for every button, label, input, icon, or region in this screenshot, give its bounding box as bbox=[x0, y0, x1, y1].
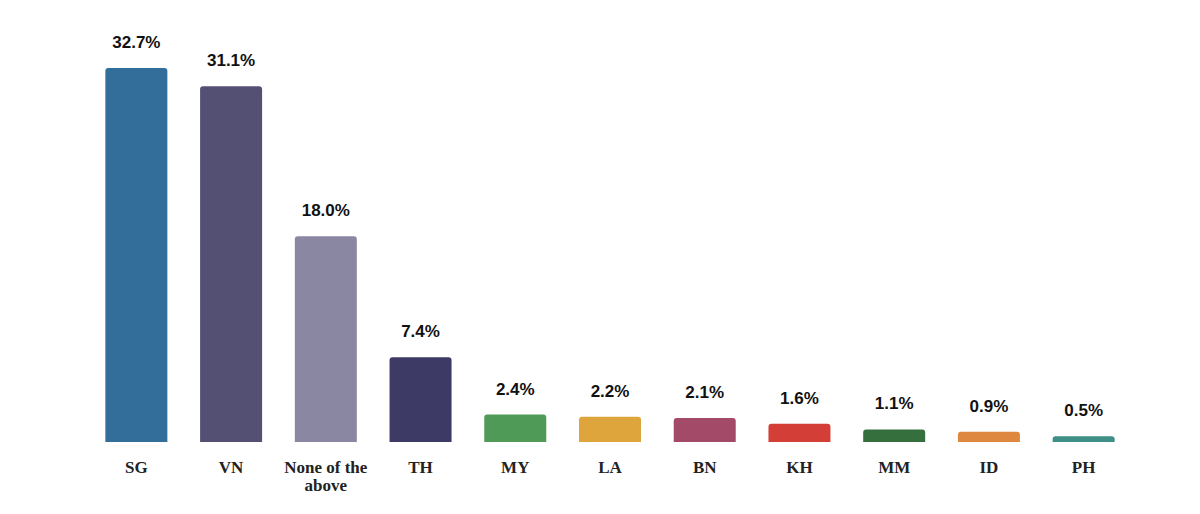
data-label: 7.4% bbox=[401, 322, 440, 341]
bar bbox=[958, 432, 1020, 442]
category-label: PH bbox=[1072, 458, 1096, 477]
data-label: 2.4% bbox=[496, 380, 535, 399]
labels: 32.7% SG 31.1% VN 18.0% None of theabove 7.4% T… bbox=[112, 33, 1103, 495]
category-label: ID bbox=[979, 458, 998, 477]
bar bbox=[1053, 436, 1115, 442]
category-label: MM bbox=[878, 458, 910, 477]
category-label: VN bbox=[219, 458, 244, 477]
data-label: 32.7% bbox=[112, 33, 160, 52]
category-label: MY bbox=[501, 458, 529, 477]
data-label: 31.1% bbox=[207, 51, 255, 70]
category-label: TH bbox=[408, 458, 433, 477]
data-label: 0.9% bbox=[970, 397, 1009, 416]
bar bbox=[105, 68, 167, 442]
data-label: 0.5% bbox=[1064, 401, 1103, 420]
bar bbox=[200, 86, 262, 442]
data-label: 2.2% bbox=[591, 382, 630, 401]
category-label: KH bbox=[786, 458, 812, 477]
chart: 32.7% SG 31.1% VN 18.0% None of theabove 7.4% T… bbox=[0, 0, 1200, 514]
bar bbox=[390, 357, 452, 442]
data-label: 18.0% bbox=[302, 201, 350, 220]
bars bbox=[105, 68, 1114, 442]
bar bbox=[863, 429, 925, 442]
category-label: None of theabove bbox=[284, 458, 368, 495]
data-label: 2.1% bbox=[685, 383, 724, 402]
data-label: 1.1% bbox=[875, 394, 914, 413]
bar bbox=[579, 417, 641, 442]
data-label: 1.6% bbox=[780, 389, 819, 408]
category-label: BN bbox=[693, 458, 717, 477]
bar bbox=[295, 236, 357, 442]
category-label: LA bbox=[598, 458, 622, 477]
bar bbox=[768, 424, 830, 442]
bar bbox=[674, 418, 736, 442]
bar bbox=[484, 415, 546, 442]
category-label: SG bbox=[125, 458, 148, 477]
